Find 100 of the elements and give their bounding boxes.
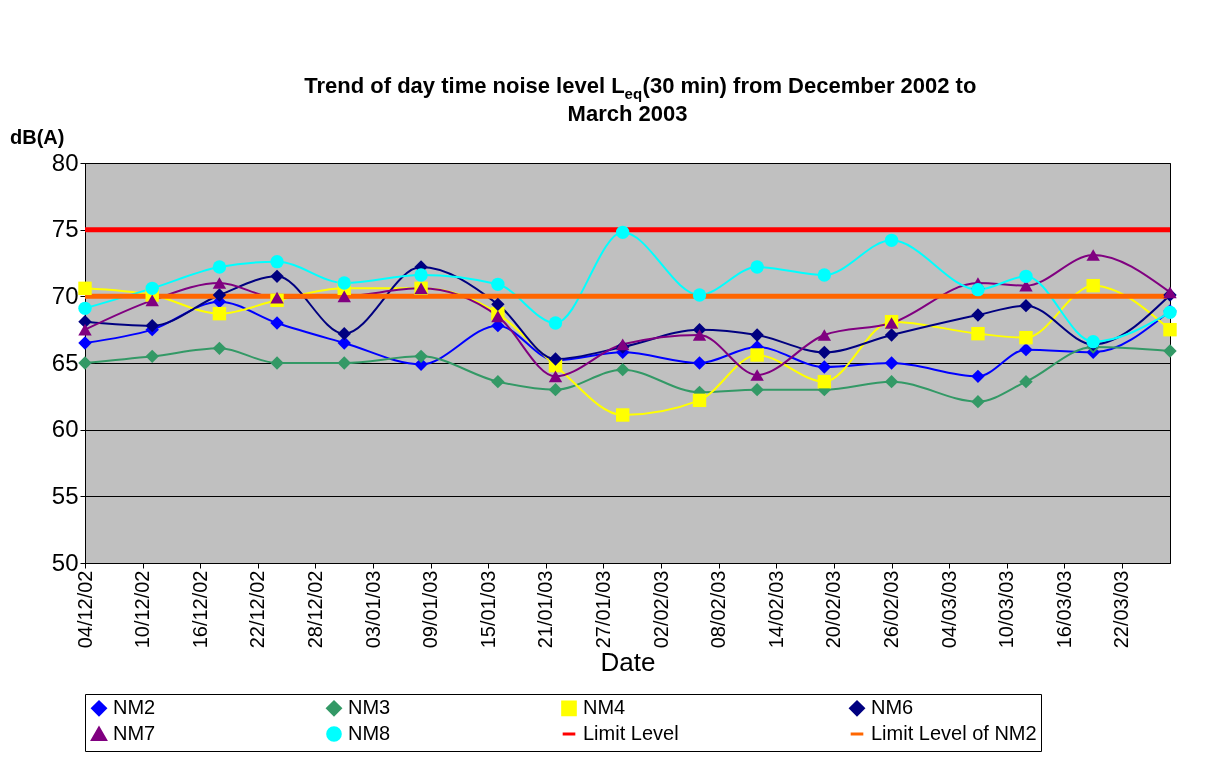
point <box>884 328 899 342</box>
legend-label: Limit Level <box>583 722 679 744</box>
point <box>212 306 227 321</box>
legend-label: NM7 <box>113 722 156 744</box>
point <box>337 276 351 290</box>
point <box>270 291 284 304</box>
point <box>971 282 985 297</box>
point <box>491 374 505 389</box>
point <box>78 301 92 316</box>
point <box>692 393 707 408</box>
point <box>750 260 764 274</box>
point <box>615 225 630 240</box>
point <box>337 290 351 303</box>
x-tick-label: 27/01/03 <box>592 570 614 649</box>
point <box>212 341 227 356</box>
point <box>212 260 227 274</box>
x-tick-label: 26/02/03 <box>880 570 903 649</box>
x-tick-label: 16/03/03 <box>1052 570 1075 649</box>
point <box>692 288 707 302</box>
x-tick-label: 22/12/02 <box>246 570 269 649</box>
legend-label: NM8 <box>348 722 391 744</box>
y-axis-title: dB(A) <box>10 126 65 148</box>
point <box>548 382 563 397</box>
x-tick-label: 15/01/03 <box>476 570 499 649</box>
x-tick-label: 16/12/02 <box>188 570 211 649</box>
point <box>212 277 227 289</box>
point <box>817 360 832 374</box>
point <box>884 233 899 248</box>
y-tick-label: 55 <box>51 481 79 509</box>
y-tick-label: 70 <box>51 281 79 309</box>
point <box>750 348 764 362</box>
x-tick-label: 03/01/03 <box>361 570 384 649</box>
point <box>145 349 159 364</box>
point <box>491 310 505 323</box>
point <box>270 316 284 330</box>
x-tick-label: 04/03/03 <box>937 570 960 649</box>
point <box>817 345 832 360</box>
point <box>971 308 985 322</box>
point <box>1086 249 1100 261</box>
point <box>337 326 351 341</box>
legend-label: NM2 <box>113 696 156 719</box>
point <box>270 269 284 284</box>
point <box>1086 278 1100 293</box>
point <box>270 254 284 269</box>
point <box>1163 322 1177 337</box>
point <box>971 369 985 384</box>
point <box>1019 330 1033 345</box>
point <box>78 356 92 370</box>
point <box>337 356 351 370</box>
point <box>78 323 92 336</box>
point <box>1019 342 1033 357</box>
x-tick-label: 28/12/02 <box>303 570 326 649</box>
x-tick-label: 09/01/03 <box>419 570 442 649</box>
y-tick-label: 60 <box>51 415 79 443</box>
point <box>548 316 563 330</box>
x-tick-label: 22/03/03 <box>1110 570 1133 649</box>
y-tick-label: 65 <box>51 348 79 376</box>
x-tick-label: 14/02/03 <box>764 570 787 649</box>
x-tick-label: 21/01/03 <box>534 570 557 649</box>
point <box>692 356 707 370</box>
point <box>145 318 159 333</box>
point <box>750 328 764 342</box>
point <box>1019 269 1033 284</box>
point <box>414 268 428 282</box>
y-tick-label: 80 <box>51 148 79 176</box>
point <box>270 356 284 370</box>
point <box>491 277 505 292</box>
point <box>817 329 832 341</box>
point <box>750 369 764 381</box>
point <box>884 374 899 389</box>
x-axis-title: Date <box>600 647 656 678</box>
point <box>491 297 505 312</box>
x-tick-label: 20/02/03 <box>822 570 845 649</box>
point <box>1019 374 1033 389</box>
x-tick-label: 10/03/03 <box>995 570 1018 649</box>
point <box>817 374 832 389</box>
point <box>971 326 985 341</box>
point <box>750 382 764 397</box>
point <box>615 362 630 377</box>
point <box>414 349 428 364</box>
x-tick-label: 10/12/02 <box>131 570 154 649</box>
point <box>78 281 92 296</box>
legend-label: NM6 <box>871 696 914 719</box>
legend-label: NM4 <box>583 696 626 719</box>
legend-label: Limit Level of NM2 <box>871 722 1037 744</box>
point <box>1163 344 1177 358</box>
point <box>212 288 227 302</box>
point <box>1019 298 1033 313</box>
x-tick-label: 08/02/03 <box>707 570 730 649</box>
point <box>692 329 707 341</box>
point <box>548 370 563 383</box>
point <box>78 336 92 350</box>
point <box>615 408 630 422</box>
legend-label: NM3 <box>348 696 391 719</box>
y-tick-label: 75 <box>51 215 79 243</box>
point <box>971 394 985 409</box>
point <box>145 281 159 296</box>
point <box>817 268 832 282</box>
point <box>145 294 159 307</box>
point <box>884 356 899 370</box>
